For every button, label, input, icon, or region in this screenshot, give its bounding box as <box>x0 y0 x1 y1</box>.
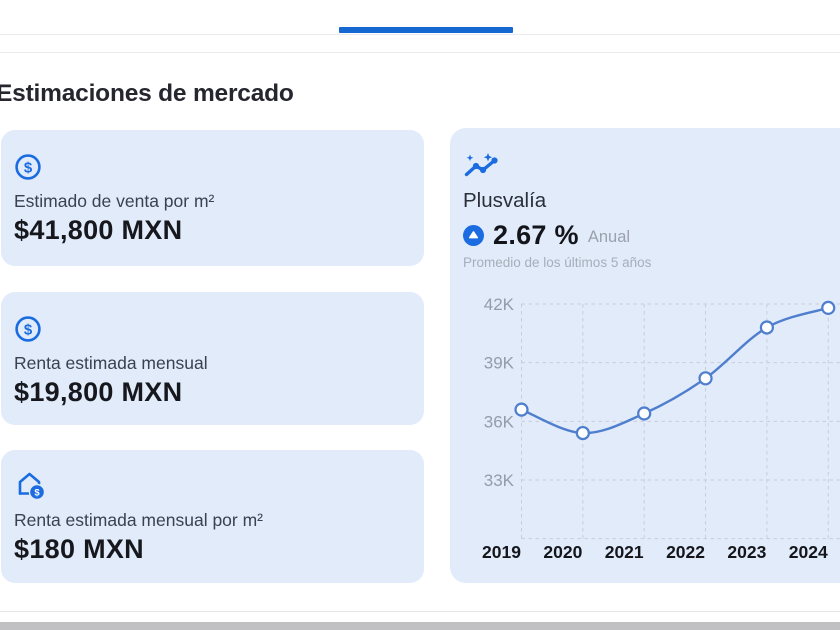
x-tick-label: 2019 <box>482 542 521 562</box>
x-tick-label: 2024 <box>789 542 828 562</box>
y-tick-label: 33K <box>484 471 515 490</box>
y-tick-label: 36K <box>484 412 515 431</box>
arrow-up-badge-icon <box>463 225 484 246</box>
tabbar-divider <box>0 34 840 35</box>
card-monthly-rent-per-m2: $ Renta estimada mensual por m² $180 MXN <box>1 450 424 583</box>
bottom-scrollbar[interactable] <box>0 622 840 630</box>
section-divider <box>0 52 840 53</box>
plusvalia-title: Plusvalía <box>463 189 547 212</box>
circle-dollar-icon: $ <box>14 153 408 181</box>
card-label: Renta estimada mensual <box>14 353 208 373</box>
house-dollar-icon: $ <box>14 469 408 501</box>
circle-dollar-icon: $ <box>14 315 408 343</box>
x-tick-label: 2022 <box>666 542 705 562</box>
svg-text:$: $ <box>24 321 33 338</box>
card-value: $19,800 MXN <box>14 377 183 407</box>
y-tick-label: 42K <box>484 295 515 314</box>
page-title: Estimaciones de mercado <box>0 80 294 107</box>
plusvalia-period: Anual <box>587 228 631 246</box>
card-sale-estimate-per-m2: $ Estimado de venta por m² $41,800 MXN <box>1 130 424 266</box>
x-tick-label: 2021 <box>605 542 644 562</box>
active-tab-indicator[interactable] <box>339 27 513 33</box>
card-monthly-rent-estimate: $ Renta estimada mensual $19,800 MXN <box>1 292 424 425</box>
svg-text:$: $ <box>34 487 40 498</box>
data-point[interactable] <box>575 425 590 441</box>
card-value: $180 MXN <box>14 534 144 564</box>
card-label: Estimado de venta por m² <box>14 191 215 211</box>
data-point[interactable] <box>759 320 774 335</box>
svg-text:$: $ <box>24 159 33 176</box>
card-label: Renta estimada mensual por m² <box>14 510 263 530</box>
footer-divider <box>0 611 840 612</box>
plusvalia-percent-row: 2.67 % Anual <box>463 220 630 251</box>
trend-line <box>520 306 830 435</box>
data-point[interactable] <box>514 402 529 417</box>
plusvalia-subtitle: Promedio de los últimos 5 años <box>463 255 652 270</box>
trend-sparkle-icon <box>463 153 500 185</box>
plusvalia-card: Plusvalía 2.67 % Anual Promedio de los ú… <box>450 128 840 583</box>
y-tick-label: 39K <box>484 354 515 373</box>
plusvalia-line-chart[interactable]: 42K 39K 36K 33K 2019 2020 2021 2022 2023 2024 <box>450 128 840 583</box>
data-point[interactable] <box>821 300 836 316</box>
data-point[interactable] <box>698 371 713 386</box>
x-tick-label: 2023 <box>727 542 766 562</box>
card-value: $41,800 MXN <box>14 215 183 245</box>
data-point[interactable] <box>637 406 652 421</box>
plusvalia-percent: 2.67 % <box>493 220 579 250</box>
x-tick-label: 2020 <box>543 542 582 562</box>
